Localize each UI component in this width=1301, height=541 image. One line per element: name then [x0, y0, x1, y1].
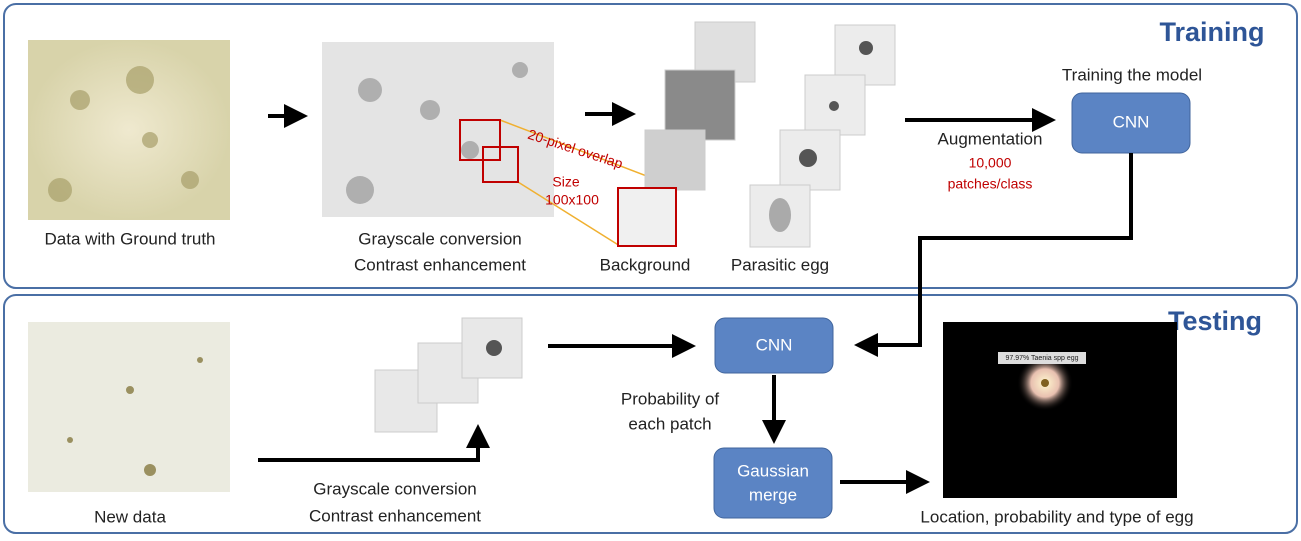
label: Augmentation: [938, 129, 1043, 148]
label: Training the model: [1062, 65, 1202, 84]
label: Background: [600, 255, 691, 274]
label: Location, probability and type of egg: [920, 507, 1193, 526]
annotation: 100x100: [545, 192, 599, 208]
label: New data: [94, 507, 166, 526]
label: Contrast enhancement: [354, 255, 526, 274]
label: Grayscale conversion: [358, 229, 521, 248]
label: each patch: [628, 414, 711, 433]
label: Contrast enhancement: [309, 506, 481, 525]
training-panel: Training Data with Ground truth Grayscal…: [4, 4, 1297, 288]
label: merge: [749, 485, 797, 504]
annotation: patches/class: [948, 176, 1033, 192]
label: Gaussian: [737, 461, 809, 480]
title: Training: [1159, 17, 1264, 47]
image: [943, 322, 1177, 498]
annotation: Size: [552, 174, 579, 190]
title: Testing: [1168, 306, 1262, 336]
annotation: 97.97% Taenia spp egg: [1005, 355, 1078, 362]
image: [28, 322, 230, 492]
label: CNN: [1113, 112, 1150, 131]
diagram: Training Data with Ground truth Grayscal…: [0, 0, 1301, 536]
label: Data with Ground truth: [44, 229, 215, 248]
label: CNN: [756, 335, 793, 354]
merge-box: [714, 448, 832, 518]
label: Grayscale conversion: [313, 479, 476, 498]
label: Parasitic egg: [731, 255, 829, 274]
label: Probability of: [621, 389, 720, 408]
annotation: 10,000: [969, 155, 1012, 171]
